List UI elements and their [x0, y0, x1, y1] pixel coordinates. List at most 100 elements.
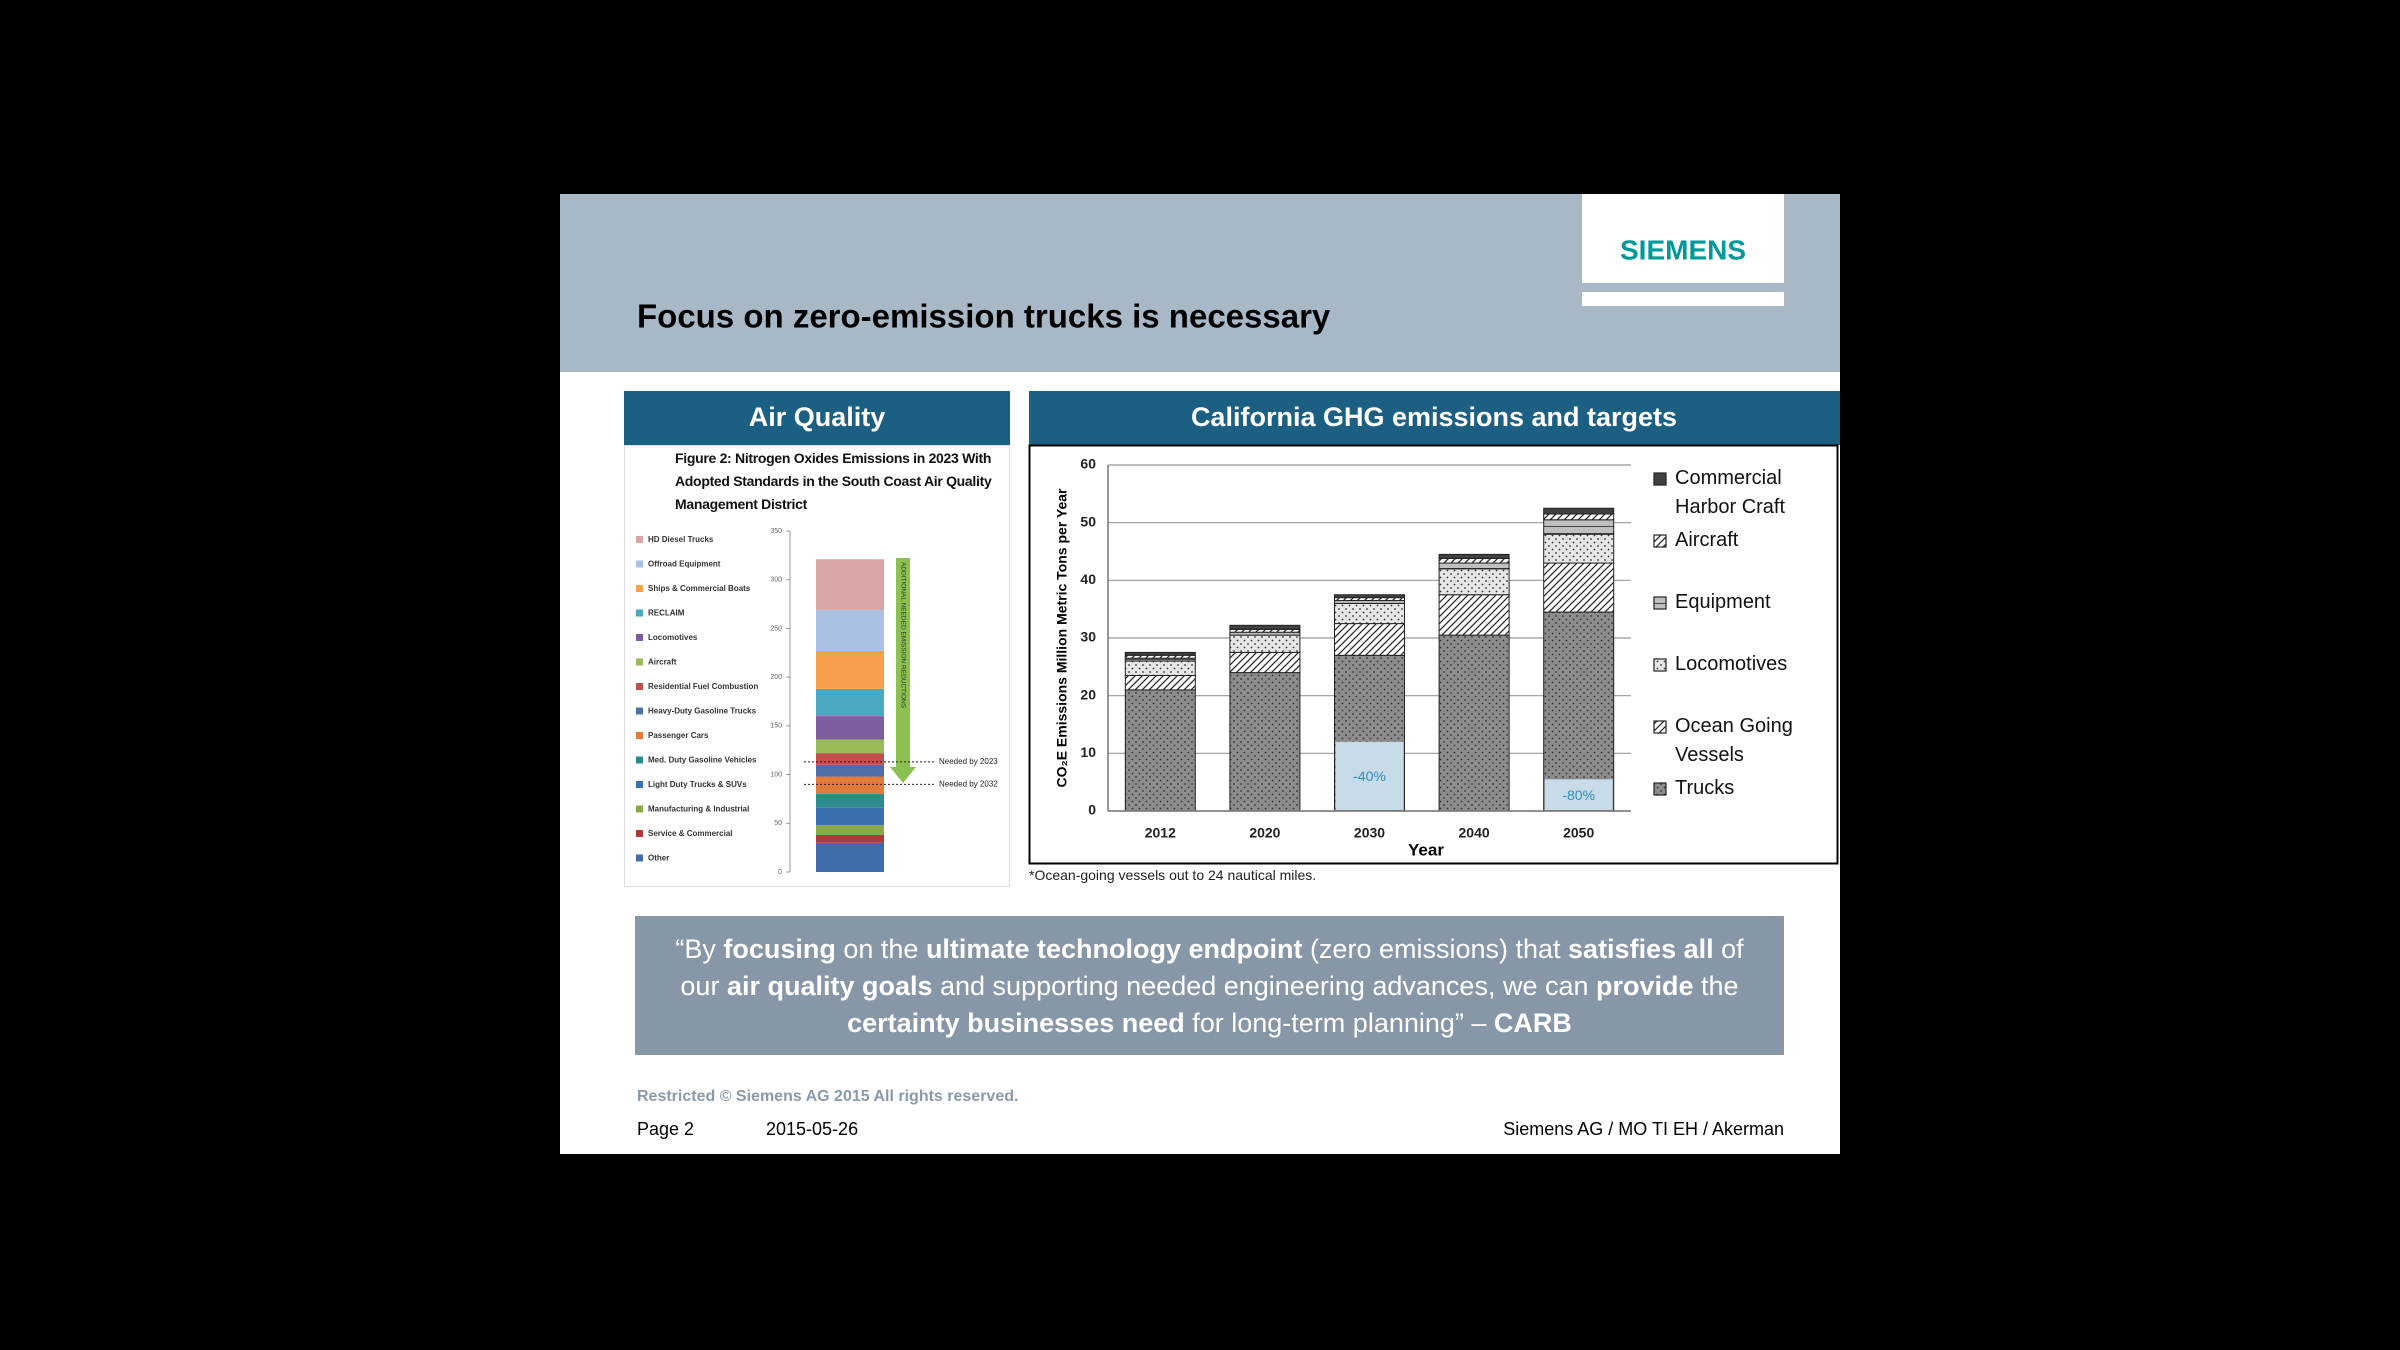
legend-swatch [636, 634, 643, 641]
legend-label: Med. Duty Gasoline Vehicles [648, 756, 757, 765]
bar-segment [816, 842, 884, 872]
legend-swatch [1653, 720, 1667, 734]
page-number: Page 2 [637, 1119, 695, 1139]
bar-segment [1438, 557, 1510, 564]
quote-text: “By focusing on the ultimate technology … [655, 931, 1764, 1042]
bar-segment [816, 609, 884, 651]
bar-segment [816, 688, 884, 717]
panel-title: California GHG emissions and targets [1191, 402, 1677, 432]
legend-swatch [636, 536, 643, 543]
bar-segment [1543, 513, 1615, 521]
bar-segment [816, 753, 884, 765]
bar-segment [1438, 634, 1510, 812]
legend-label: Service & Commercial [648, 829, 733, 838]
bar-segment [816, 776, 884, 795]
legend-label: Aircraft [1675, 529, 1739, 551]
bar-segment [1438, 553, 1510, 559]
quote-run: provide [1596, 971, 1694, 1001]
y-tick-label: 0 [778, 869, 782, 876]
x-tick-label: 2012 [1145, 825, 1176, 841]
bar-segment [1334, 602, 1405, 625]
y-tick-label: 300 [770, 577, 782, 584]
legend-swatch [1653, 658, 1667, 672]
figure-title: Figure 2: Nitrogen Oxides Emissions in 2… [675, 450, 992, 512]
arrow-head [890, 767, 916, 783]
legend-swatch [636, 805, 643, 813]
bar-segment [1438, 594, 1510, 636]
bar-segment [1124, 660, 1196, 676]
quote-run: of our [680, 934, 1752, 1001]
bar-segment [1124, 689, 1196, 812]
legend-label: Locomotives [648, 633, 698, 642]
arrow-shaft [896, 558, 910, 767]
quote-box [635, 916, 1784, 1055]
legend-label: Aircraft [648, 658, 677, 667]
panel-header [1029, 391, 1840, 445]
bar-segment [1124, 651, 1196, 656]
legend-label: Locomotives [1675, 653, 1788, 675]
y-tick-label: 350 [770, 528, 782, 535]
legend-label: Commercial Harbor Craft [1675, 467, 1786, 518]
legend-label: Other [648, 854, 669, 863]
y-tick-label: 60 [1080, 456, 1096, 472]
legend-label: Residential Fuel Combustion [648, 682, 758, 691]
bar-segment [816, 739, 884, 754]
legend-swatch [636, 658, 643, 666]
bar-segment [1229, 672, 1301, 812]
legend-swatch [636, 756, 643, 764]
legend-swatch [1653, 596, 1667, 610]
quote-run: “By [675, 934, 724, 964]
bar-segment [1438, 562, 1510, 570]
legend-swatch [636, 854, 643, 862]
quote-run: satisfies all [1568, 934, 1714, 964]
legend-swatch [1653, 534, 1667, 548]
bar-segment [1229, 651, 1301, 674]
bar-segment [816, 794, 884, 808]
bar-segment [1334, 594, 1405, 599]
quote-run: (zero emissions) that [1302, 934, 1569, 964]
legend-label: Trucks [1675, 777, 1735, 799]
bar-segment [1438, 568, 1510, 596]
y-tick-label: 150 [770, 723, 782, 730]
legend-swatch [1653, 782, 1667, 796]
bar-segment [1543, 507, 1615, 515]
y-tick-label: 0 [1088, 802, 1096, 818]
quote-run: certainty businesses need [847, 1008, 1185, 1038]
logo-strip [1582, 292, 1784, 306]
y-tick-label: 50 [774, 820, 782, 827]
legend-swatch [636, 732, 643, 739]
legend-label: Ships & Commercial Boats [648, 584, 751, 593]
legend-swatch [636, 560, 643, 568]
bar-segment [1229, 624, 1301, 630]
y-tick-label: 20 [1080, 686, 1096, 702]
panel-title: Air Quality [749, 402, 886, 432]
legend-swatch [636, 609, 643, 617]
legend-label: Offroad Equipment [648, 560, 721, 569]
quote-run: air quality goals [726, 971, 933, 1001]
legend-label: Manufacturing & Industrial [648, 805, 749, 814]
bar-segment [816, 807, 884, 826]
bar-segment [816, 716, 884, 740]
quote-run: focusing [723, 934, 836, 964]
y-tick-label: 10 [1080, 744, 1096, 760]
date: 2015-05-26 [766, 1119, 859, 1139]
bar-segment [816, 559, 884, 610]
bar-segment [1543, 519, 1615, 535]
quote: “By focusing on the ultimate technology … [655, 924, 1764, 1049]
quote-run: on the [835, 934, 926, 964]
legend-label: Equipment [1675, 591, 1771, 613]
bar-segment [1334, 623, 1405, 656]
bar-segment [816, 764, 884, 777]
bar-segment [1229, 634, 1301, 653]
legend-swatch [1653, 472, 1667, 486]
quote-run: ultimate technology endpoint [925, 934, 1303, 964]
legend-swatch [636, 683, 643, 690]
legend-swatch [636, 707, 643, 715]
legend-label: HD Diesel Trucks [648, 535, 714, 544]
reference-label: Needed by 2032 [939, 779, 998, 788]
quote-run: the [1693, 971, 1747, 1001]
legend-label: RECLAIM [648, 609, 685, 618]
reference-label: Needed by 2023 [939, 757, 998, 766]
bar-segment [816, 834, 884, 843]
